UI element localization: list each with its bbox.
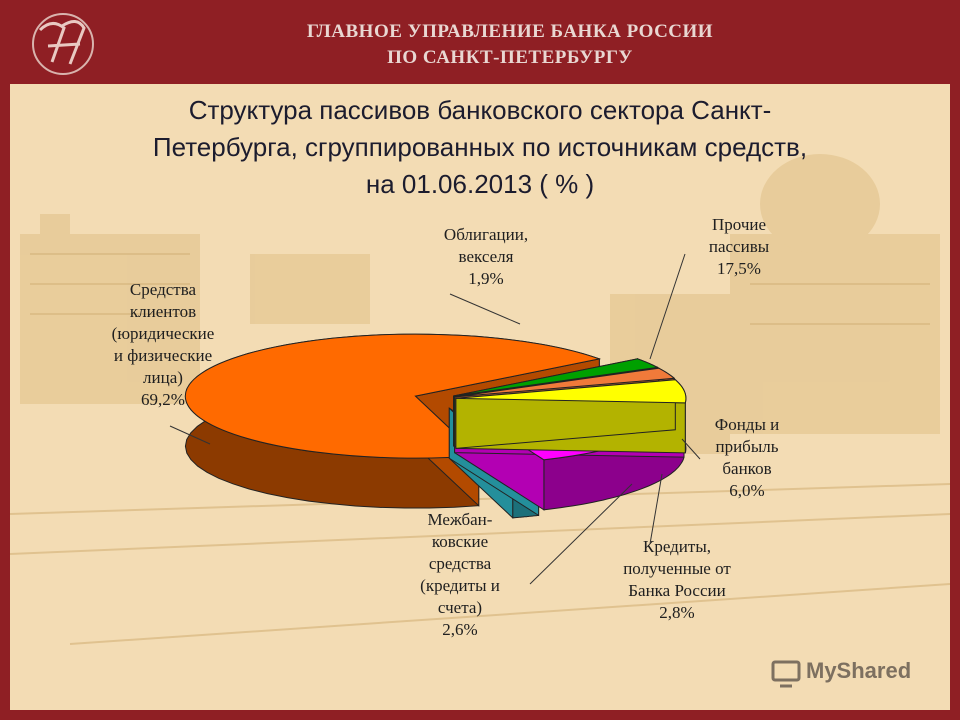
slice-label-bonds: Облигации, векселя 1,9% [443, 225, 529, 288]
slice-funds-profit-top [455, 379, 687, 404]
slice-label-client-funds: Средства клиентов (юридические и физичес… [111, 280, 215, 409]
chart-title-line-1: Структура пассивов банковского сектора С… [188, 95, 772, 125]
slice-client-funds-top [184, 333, 602, 459]
slice-cbr-credits-leader-line [649, 473, 663, 545]
slice-label-interbank: Межбан- ковские средства (кредиты и счет… [420, 510, 500, 639]
header-line-2: ПО САНКТ-ПЕТЕРБУРГУ [387, 47, 633, 68]
slice-label-funds-profit: Фонды и прибыль банков 6,0% [714, 415, 780, 500]
watermark-text: MyShared [806, 658, 912, 683]
slice-cbr-credits-top [454, 367, 676, 398]
slice-label-cbr-credits: Кредиты, полученные от Банка России 2,8% [623, 537, 731, 622]
slice-funds-profit [455, 378, 687, 454]
slice-bonds-leader-line [449, 293, 521, 325]
slice-funds-profit-leader-line [681, 438, 701, 460]
slice-interbank-top [453, 358, 660, 397]
chart-title: Структура пассивов банковского сектора С… [60, 92, 900, 203]
chart-title-line-3: на 01.06.2013 ( % ) [365, 169, 595, 199]
chart-title-line-2: Петербурга, сгруппированных по источника… [152, 132, 808, 162]
slice-other-liabilities-leader-line [649, 253, 686, 360]
slice-interbank-leader-line [529, 483, 633, 585]
header-line-1: ГЛАВНОЕ УПРАВЛЕНИЕ БАНКА РОССИИ [306, 21, 714, 42]
slice-label-other-liabilities: Прочие пассивы 17,5% [708, 215, 770, 278]
slice-client-funds-leader-line [169, 425, 211, 445]
bank-logo-icon [32, 13, 94, 75]
pie-chart [169, 253, 701, 585]
presentation-icon [771, 660, 801, 688]
watermark: MyShared [770, 656, 930, 690]
header-bar: ГЛАВНОЕ УПРАВЛЕНИЕ БАНКА РОССИИ ПО САНКТ… [0, 0, 960, 84]
content-panel: Структура пассивов банковского сектора С… [10, 84, 950, 710]
city-background-illustration [10, 154, 950, 645]
